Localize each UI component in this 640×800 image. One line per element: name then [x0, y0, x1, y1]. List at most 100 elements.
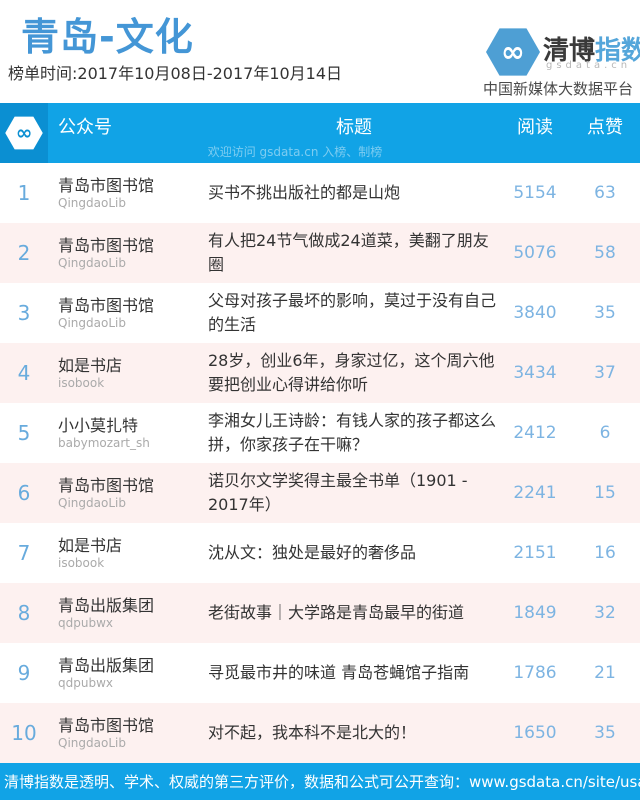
report-header: 青岛-文化 榜单时间:2017年10月08日-2017年10月14日 ∞ 清博指… — [0, 0, 640, 103]
brand-name-dark: 清博 — [543, 36, 596, 66]
footer-disclaimer[interactable]: 清博指数是透明、学术、权威的第三方评价，数据和公式可公开查询：www.gsdat… — [4, 773, 640, 791]
rank-number: 4 — [17, 361, 31, 385]
likes-count: 63 — [594, 183, 616, 203]
reads-count: 1650 — [513, 723, 557, 743]
rank-number: 8 — [17, 601, 31, 625]
reads-count: 5076 — [513, 243, 557, 263]
account-cell[interactable]: 如是书店 isobook — [48, 536, 208, 571]
likes-count: 35 — [594, 723, 616, 743]
qingbo-logo-icon: ∞ — [486, 27, 540, 77]
account-cell[interactable]: 小小莫扎特 babymozart_sh — [48, 416, 208, 451]
table-row[interactable]: 6 青岛市图书馆 QingdaoLib 诺贝尔文学奖得主最全书单（1901 - … — [0, 463, 640, 523]
article-title[interactable]: 对不起，我本科不是北大的！ — [208, 723, 417, 742]
account-id: QingdaoLib — [58, 735, 126, 750]
watermark-text: 欢迎访问 gsdata.cn 入榜、制榜 — [207, 145, 383, 159]
account-cell[interactable]: 青岛市图书馆 QingdaoLib — [48, 716, 208, 751]
table-row[interactable]: 3 青岛市图书馆 QingdaoLib 父母对孩子最坏的影响，莫过于没有自己的生… — [0, 283, 640, 343]
article-title[interactable]: 沈从文：独处是最好的奢侈品 — [208, 543, 417, 562]
rank-number: 6 — [17, 481, 31, 505]
account-cell[interactable]: 青岛市图书馆 QingdaoLib — [48, 476, 208, 511]
rank-number: 9 — [17, 661, 31, 685]
account-name[interactable]: 青岛市图书馆 — [58, 175, 155, 195]
reads-count: 2412 — [513, 423, 557, 443]
table-row[interactable]: 8 青岛出版集团 qdpubwx 老街故事｜大学路是青岛最早的街道 1849 3… — [0, 583, 640, 643]
account-name[interactable]: 青岛市图书馆 — [58, 235, 155, 255]
reads-count: 1849 — [513, 603, 557, 623]
account-name[interactable]: 青岛市图书馆 — [58, 715, 155, 735]
column-header-title: 标题 — [336, 117, 372, 138]
article-title[interactable]: 李湘女儿王诗龄：有钱人家的孩子都这么拼，你家孩子在干嘛？ — [208, 411, 497, 454]
account-cell[interactable]: 青岛市图书馆 QingdaoLib — [48, 236, 208, 271]
likes-count: 16 — [594, 543, 616, 563]
reads-count: 3840 — [513, 303, 557, 323]
table-row[interactable]: 10 青岛市图书馆 QingdaoLib 对不起，我本科不是北大的！ 1650 … — [0, 703, 640, 763]
infinity-glyph: ∞ — [501, 34, 525, 68]
brand-name-blue: 指数 — [595, 36, 640, 66]
likes-count: 37 — [594, 363, 616, 383]
account-name[interactable]: 小小莫扎特 — [58, 415, 139, 435]
account-cell[interactable]: 如是书店 isobook — [48, 356, 208, 391]
rank-number: 1 — [17, 181, 31, 205]
article-title[interactable]: 有人把24节气做成24道菜，美翻了朋友圈 — [208, 231, 489, 274]
table-row[interactable]: 7 如是书店 isobook 沈从文：独处是最好的奢侈品 2151 16 — [0, 523, 640, 583]
reads-count: 1786 — [513, 663, 557, 683]
account-name[interactable]: 青岛出版集团 — [58, 655, 155, 675]
article-title[interactable]: 老街故事｜大学路是青岛最早的街道 — [208, 603, 465, 622]
reads-count: 2151 — [513, 543, 557, 563]
account-cell[interactable]: 青岛出版集团 qdpubwx — [48, 596, 208, 631]
likes-count: 15 — [594, 483, 616, 503]
account-cell[interactable]: 青岛市图书馆 QingdaoLib — [48, 176, 208, 211]
account-cell[interactable]: 青岛出版集团 qdpubwx — [48, 656, 208, 691]
account-name[interactable]: 青岛出版集团 — [58, 595, 155, 615]
table-row[interactable]: 4 如是书店 isobook 28岁，创业6年，身家过亿，这个周六他要把创业心得… — [0, 343, 640, 403]
brand-name: 清博指数 — [543, 30, 640, 67]
table-row[interactable]: 5 小小莫扎特 babymozart_sh 李湘女儿王诗龄：有钱人家的孩子都这么… — [0, 403, 640, 463]
account-name[interactable]: 青岛市图书馆 — [58, 475, 155, 495]
likes-count: 35 — [594, 303, 616, 323]
column-header-likes: 点赞 — [587, 117, 623, 138]
column-headers: 公众号 标题 阅读 点赞 — [0, 103, 640, 145]
infinity-glyph-small: ∞ — [16, 121, 33, 144]
account-id: QingdaoLib — [58, 315, 126, 330]
rank-number: 10 — [11, 721, 37, 745]
article-title[interactable]: 诺贝尔文学奖得主最全书单（1901 - 2017年） — [208, 471, 468, 514]
table-row[interactable]: 1 青岛市图书馆 QingdaoLib 买书不挑出版社的都是山炮 5154 63 — [0, 163, 640, 223]
rank-number: 7 — [17, 541, 31, 565]
brand-tagline: 中国新媒体大数据平台 — [482, 80, 633, 98]
infinity-hexagon-icon: ∞ — [5, 116, 43, 150]
table-row[interactable]: 9 青岛出版集团 qdpubwx 寻觅最市井的味道 青岛苍蝇馆子指南 1786 … — [0, 643, 640, 703]
ranking-list: 1 青岛市图书馆 QingdaoLib 买书不挑出版社的都是山炮 5154 63… — [0, 163, 640, 763]
account-name[interactable]: 如是书店 — [58, 535, 123, 555]
likes-count: 32 — [594, 603, 616, 623]
account-name[interactable]: 如是书店 — [58, 355, 123, 375]
page-title: 青岛-文化 — [21, 15, 194, 59]
likes-count: 21 — [594, 663, 616, 683]
account-cell[interactable]: 青岛市图书馆 QingdaoLib — [48, 296, 208, 331]
article-title[interactable]: 28岁，创业6年，身家过亿，这个周六他要把创业心得讲给你听 — [208, 351, 495, 394]
account-id: babymozart_sh — [58, 435, 150, 450]
rank-number: 3 — [17, 301, 31, 325]
report-footer: 清博指数是透明、学术、权威的第三方评价，数据和公式可公开查询：www.gsdat… — [0, 763, 640, 800]
brand-domain: gsdata.cn — [546, 60, 632, 71]
likes-count: 58 — [594, 243, 616, 263]
account-id: QingdaoLib — [58, 255, 126, 270]
column-header-account: 公众号 — [58, 117, 112, 138]
article-title[interactable]: 父母对孩子最坏的影响，莫过于没有自己的生活 — [208, 291, 497, 334]
article-title[interactable]: 买书不挑出版社的都是山炮 — [208, 183, 401, 202]
article-title[interactable]: 寻觅最市井的味道 青岛苍蝇馆子指南 — [208, 663, 470, 682]
date-range-label: 榜单时间:2017年10月08日-2017年10月14日 — [8, 64, 343, 83]
table-row[interactable]: 2 青岛市图书馆 QingdaoLib 有人把24节气做成24道菜，美翻了朋友圈… — [0, 223, 640, 283]
rank-number: 5 — [17, 421, 31, 445]
account-id: isobook — [58, 555, 105, 570]
account-id: qdpubwx — [58, 675, 113, 690]
account-name[interactable]: 青岛市图书馆 — [58, 295, 155, 315]
reads-count: 3434 — [513, 363, 557, 383]
header-logo-square: ∞ — [0, 103, 48, 163]
qingbo-brand-block: ∞ 清博指数 gsdata.cn 中国新媒体大数据平台 — [480, 22, 640, 102]
account-id: qdpubwx — [58, 615, 113, 630]
reads-count: 5154 — [513, 183, 557, 203]
account-id: QingdaoLib — [58, 195, 126, 210]
table-header-bar: ∞ 公众号 标题 阅读 点赞 欢迎访问 gsdata.cn 入榜、制榜 — [0, 103, 640, 163]
account-id: isobook — [58, 375, 105, 390]
